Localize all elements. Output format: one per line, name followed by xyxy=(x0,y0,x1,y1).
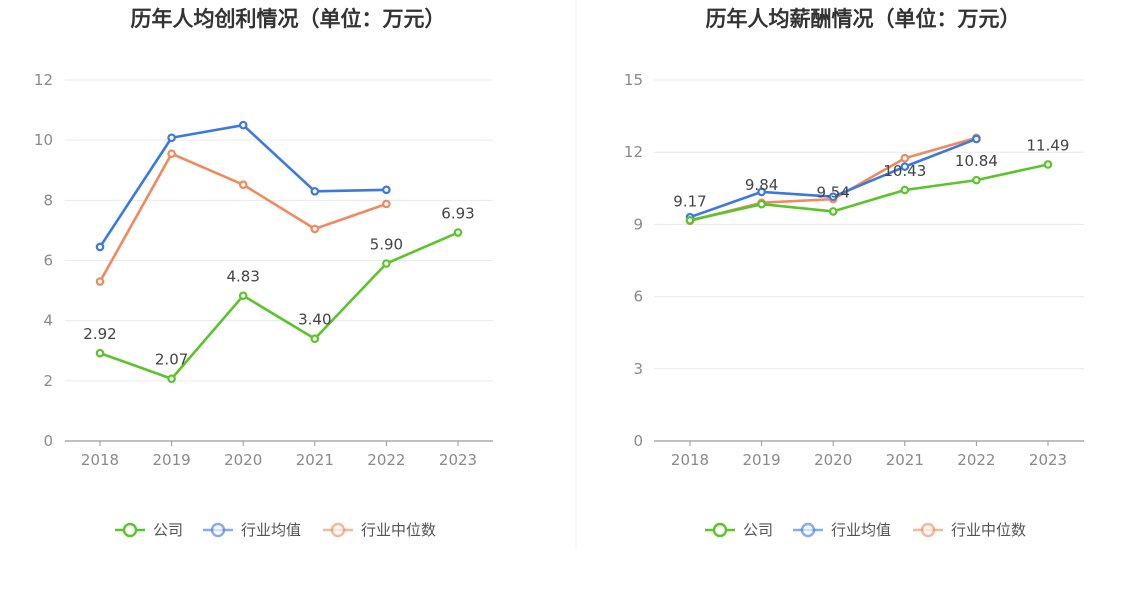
legend-item-industry_median: 行业中位数 xyxy=(913,521,1026,539)
legend-swatch-marker xyxy=(712,522,728,538)
data-label: 3.40 xyxy=(298,311,331,329)
y-tick-label: 9 xyxy=(633,215,643,233)
data-point-company xyxy=(685,216,695,225)
data-point-company xyxy=(167,374,176,384)
data-label: 9.17 xyxy=(673,192,706,210)
data-point-industry_avg xyxy=(828,192,838,202)
legend-swatch-marker xyxy=(920,522,936,538)
x-tick-label: 2022 xyxy=(367,451,405,469)
legend-item-company: 公司 xyxy=(705,521,773,539)
data-point-industry_avg xyxy=(757,187,766,197)
series-line-industry_median xyxy=(98,152,387,283)
x-tick-label: 2021 xyxy=(886,451,924,469)
chart-title: 历年人均薪酬情况（单位：万元） xyxy=(706,7,1021,31)
x-tick-label: 2023 xyxy=(1029,451,1067,469)
legend-label: 行业中位数 xyxy=(951,521,1026,539)
x-tick-label: 2019 xyxy=(743,451,781,469)
legend-item-company: 公司 xyxy=(115,521,183,539)
data-point-industry_median xyxy=(238,180,248,189)
data-point-industry_median xyxy=(95,277,105,286)
chart-1: 历年人均创利情况（单位：万元） 0 2 4 6 8 10 12 2018 2019 2020 2021… xyxy=(34,7,493,539)
data-label: 4.83 xyxy=(226,268,259,286)
legend-swatch-marker xyxy=(800,522,816,538)
data-label: 5.90 xyxy=(370,236,403,254)
data-point-industry_avg xyxy=(382,185,391,195)
data-point-industry_avg xyxy=(238,120,248,130)
legend-label: 行业均值 xyxy=(241,521,301,539)
data-point-industry_avg xyxy=(972,134,981,144)
y-tick-label: 12 xyxy=(34,71,53,89)
x-tick-label: 2021 xyxy=(296,451,334,469)
y-tick-label: 4 xyxy=(43,312,53,330)
y-tick-label: 0 xyxy=(43,432,53,450)
legend-swatch-marker xyxy=(210,522,226,538)
data-label: 6.93 xyxy=(441,205,474,223)
legend-swatch-marker xyxy=(330,522,346,538)
data-label: 9.84 xyxy=(745,176,778,194)
legend-label: 行业均值 xyxy=(831,521,891,539)
data-point-company xyxy=(382,259,391,268)
x-tick-label: 2022 xyxy=(957,451,995,469)
x-tick-label: 2020 xyxy=(814,451,852,469)
data-point-company xyxy=(828,207,838,216)
y-tick-label: 3 xyxy=(633,360,643,378)
data-label: 10.84 xyxy=(955,152,998,170)
data-point-company xyxy=(453,228,463,237)
data-point-industry_avg xyxy=(900,162,910,171)
data-point-company xyxy=(95,348,105,358)
data-point-industry_median xyxy=(382,199,391,209)
x-tick-label: 2018 xyxy=(671,451,709,469)
data-label: 2.92 xyxy=(83,325,116,343)
y-tick-label: 6 xyxy=(633,288,643,306)
data-point-industry_avg xyxy=(95,242,105,252)
data-point-industry_avg xyxy=(167,133,176,143)
data-label: 9.54 xyxy=(816,183,849,201)
legend-label: 公司 xyxy=(743,521,773,539)
y-tick-label: 0 xyxy=(633,432,643,450)
series-line-company xyxy=(689,163,1049,222)
series-line-company xyxy=(99,231,459,381)
data-point-company xyxy=(1043,160,1053,169)
data-point-company xyxy=(310,334,320,344)
data-label: 10.43 xyxy=(883,162,926,180)
y-tick-label: 15 xyxy=(624,71,643,89)
y-tick-label: 6 xyxy=(43,252,53,270)
y-tick-label: 8 xyxy=(43,191,53,209)
data-label: 2.07 xyxy=(155,351,188,369)
data-point-industry_median xyxy=(310,224,320,234)
data-point-industry_median xyxy=(900,153,910,163)
data-label: 11.49 xyxy=(1027,136,1070,154)
x-tick-label: 2018 xyxy=(81,451,119,469)
y-tick-label: 12 xyxy=(624,143,643,161)
x-tick-label: 2023 xyxy=(439,451,477,469)
legend-label: 公司 xyxy=(153,521,183,539)
legend-label: 行业中位数 xyxy=(361,521,436,539)
data-point-industry_avg xyxy=(310,187,320,196)
legend-swatch-marker xyxy=(122,522,138,538)
x-tick-label: 2019 xyxy=(153,451,191,469)
chart-title: 历年人均创利情况（单位：万元） xyxy=(131,7,446,31)
data-point-company xyxy=(972,175,981,185)
legend-item-industry_avg: 行业均值 xyxy=(793,521,891,539)
data-point-industry_median xyxy=(167,149,176,159)
data-point-company xyxy=(757,199,766,209)
data-point-company xyxy=(238,291,248,300)
legend-item-industry_avg: 行业均值 xyxy=(203,521,301,539)
y-tick-label: 10 xyxy=(34,131,53,149)
legend-item-industry_median: 行业中位数 xyxy=(323,521,436,539)
data-point-company xyxy=(900,185,910,195)
y-tick-label: 2 xyxy=(43,372,53,390)
x-tick-label: 2020 xyxy=(224,451,262,469)
chart-2: 历年人均薪酬情况（单位：万元） 0 3 6 9 12 15 2018 2019 2020 2021 2… xyxy=(624,7,1084,539)
